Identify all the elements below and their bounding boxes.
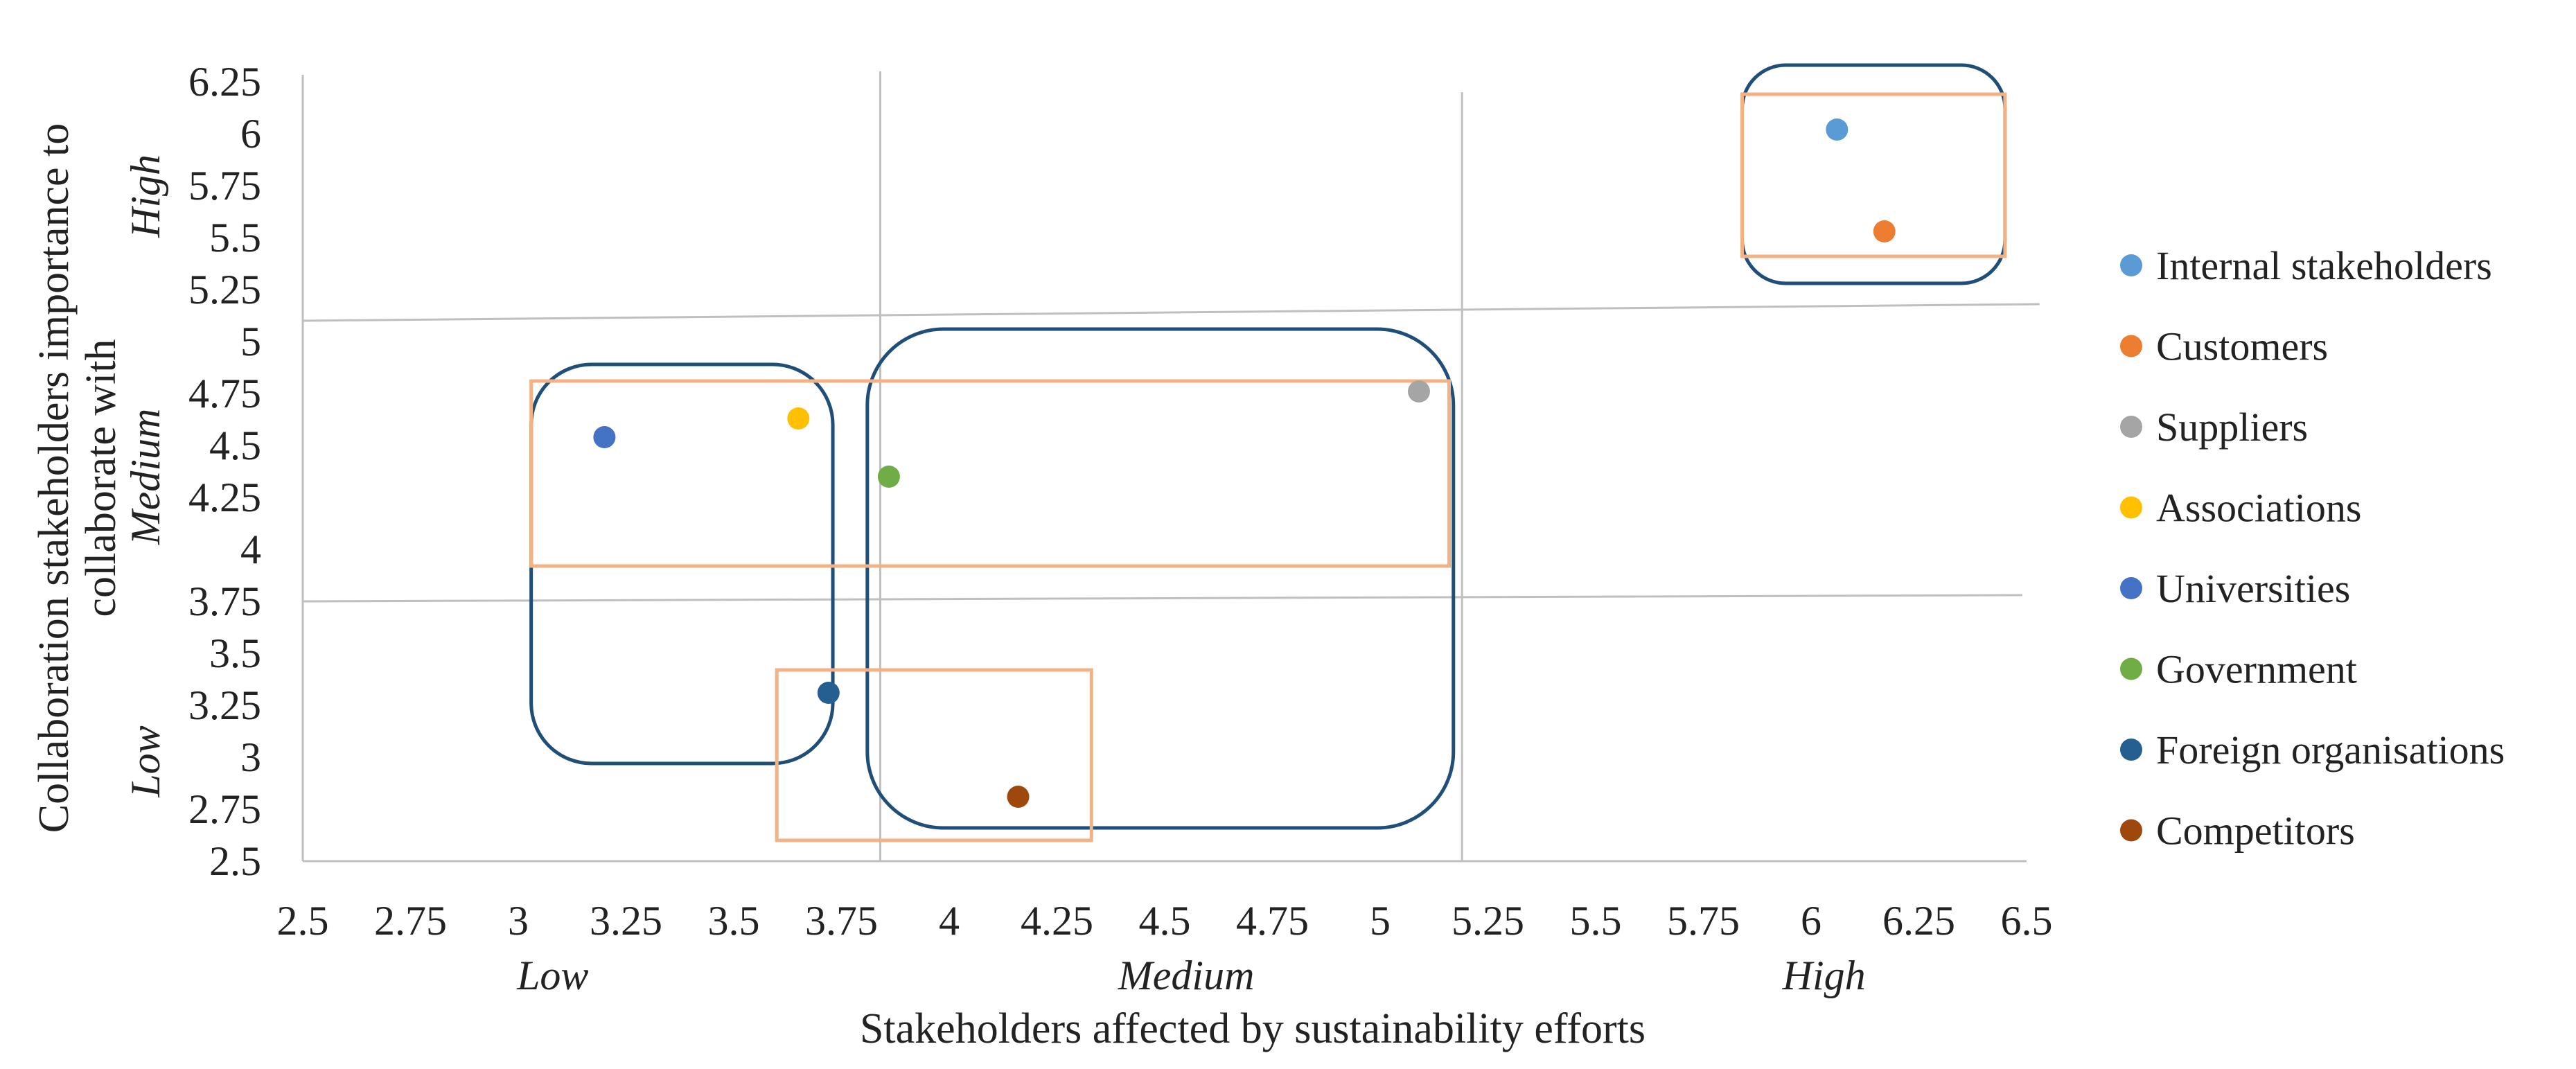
x-tick-label: 6.25 [1882,898,1955,944]
y-tick-label: 5.25 [188,267,261,312]
x-tick-label: 5.5 [1570,898,1622,944]
x-level-label-medium: Medium [1118,953,1255,998]
cluster-rect-box-medium-y [529,379,1452,568]
legend-label-suppliers: Suppliers [2156,405,2308,450]
y-tick-label: 4.75 [188,371,261,416]
y-tick-label: 4 [240,527,261,572]
legend-item-foreign-organisations[interactable]: Foreign organisations [2120,727,2505,772]
legend-marker-foreign-organisations [2120,739,2142,761]
point-suppliers[interactable] [1407,380,1430,403]
legend-label-foreign-organisations: Foreign organisations [2156,727,2505,772]
x-tick-label: 2.75 [374,898,447,944]
point-competitors[interactable] [1007,786,1030,808]
y-tick-label: 2.5 [209,838,261,884]
y-tick-label: 2.75 [188,786,261,832]
y-level-label-medium: Medium [123,409,168,546]
legend-label-universities: Universities [2156,566,2350,611]
legend-item-universities[interactable]: Universities [2120,566,2350,611]
legend-label-competitors: Competitors [2156,809,2355,854]
legend: Internal stakeholders Customers Suppliers A… [2120,243,2505,854]
x-tick-label: 4.25 [1021,898,1093,944]
x-tick-labels: 2.5 2.75 3 3.25 3.5 3.75 4 4.25 4.5 4.75 5 5.25 5.5 5… [277,898,2053,944]
y-tick-label: 4.25 [188,475,261,520]
x-tick-label: 3 [508,898,529,944]
point-internal-stakeholders[interactable] [1826,118,1849,141]
point-customers[interactable] [1873,220,1896,242]
y-axis-title: Collaboration stakeholders importance to… [30,123,125,833]
grid-line-horizontal-4 [302,594,2022,603]
point-government[interactable] [877,466,900,488]
y-tick-label: 3.5 [209,630,261,676]
legend-marker-government [2120,657,2142,680]
y-level-label-low: Low [123,725,168,797]
y-tick-label: 5.5 [209,215,261,260]
data-points [593,118,1896,808]
legend-item-associations[interactable]: Associations [2120,486,2361,531]
x-tick-label: 3.75 [805,898,878,944]
point-universities[interactable] [593,426,616,448]
cluster-rounded-box-high-high [1740,63,2007,285]
x-tick-label: 6 [1801,898,1821,944]
legend-marker-competitors [2120,819,2142,842]
cluster-rounded-box-low [529,362,835,766]
x-tick-label: 6.5 [2001,898,2053,944]
legend-marker-internal-stakeholders [2120,254,2142,276]
x-axis-title: Stakeholders affected by sustainability … [860,1005,1646,1052]
y-tick-label: 4.5 [209,423,261,468]
legend-marker-associations [2120,496,2142,519]
point-foreign-organisations[interactable] [817,682,840,704]
y-tick-label: 3.25 [188,682,261,728]
x-tick-label: 5.25 [1452,898,1524,944]
legend-item-government[interactable]: Government [2120,647,2357,692]
y-axis-title-line-1: Collaboration stakeholders importance to [30,123,78,833]
level-labels: Low Medium High High Medium Low [123,154,1866,998]
cluster-rect-box-high-high [1740,92,2007,258]
x-tick-label: 5.75 [1667,898,1740,944]
legend-marker-suppliers [2120,416,2142,438]
grid-lines [302,71,2040,861]
x-tick-label: 4 [939,898,960,944]
legend-item-suppliers[interactable]: Suppliers [2120,405,2308,450]
x-tick-label: 4.75 [1236,898,1309,944]
legend-item-internal-stakeholders[interactable]: Internal stakeholders [2120,243,2492,288]
y-tick-label: 3.75 [188,578,261,624]
legend-item-customers[interactable]: Customers [2120,324,2328,369]
y-tick-label: 6 [240,111,261,157]
x-tick-label: 2.5 [277,898,329,944]
y-tick-label: 3 [240,734,261,780]
y-tick-labels: 2.5 2.75 3 3.25 3.5 3.75 4 4.25 4.5 4.75 5 5.25 5.5 5… [188,59,261,884]
x-tick-label: 5 [1370,898,1391,944]
x-tick-label: 3.25 [590,898,662,944]
cluster-rect-box-competitors [775,668,1093,842]
legend-label-internal-stakeholders: Internal stakeholders [2156,243,2492,288]
y-level-label-high: High [123,154,168,238]
legend-label-customers: Customers [2156,324,2328,369]
cluster-boxes [529,63,2007,842]
legend-marker-customers [2120,335,2142,357]
point-associations[interactable] [787,407,810,430]
y-tick-label: 5 [240,319,261,364]
legend-item-competitors[interactable]: Competitors [2120,809,2355,854]
legend-marker-universities [2120,577,2142,599]
x-tick-label: 3.5 [708,898,760,944]
axes [301,75,2027,863]
x-level-label-high: High [1782,953,1866,998]
y-tick-label: 5.75 [188,163,261,209]
x-tick-label: 4.5 [1139,898,1191,944]
cluster-rounded-box-medium [865,327,1456,830]
grid-line-horizontal-3 [302,303,2040,322]
y-axis-title-line-2: collaborate with [78,339,125,617]
legend-label-associations: Associations [2156,486,2361,531]
y-tick-label: 6.25 [188,59,261,105]
legend-label-government: Government [2156,647,2357,692]
x-level-label-low: Low [516,953,588,998]
